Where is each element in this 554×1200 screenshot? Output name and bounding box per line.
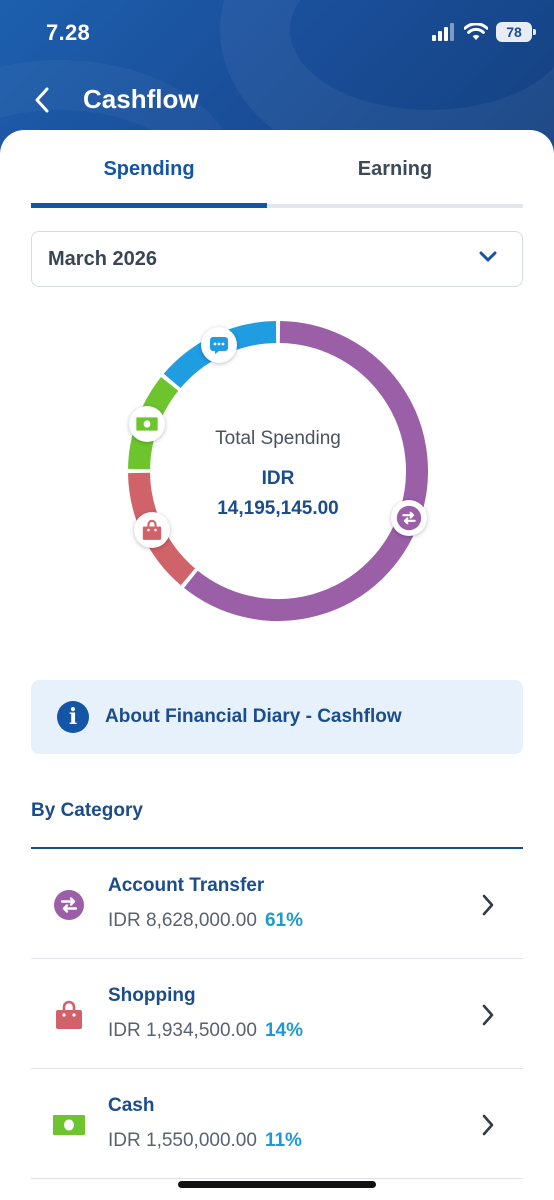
about-cashflow-label: About Financial Diary - Cashflow — [105, 706, 402, 727]
status-time: 7.28 — [46, 20, 91, 45]
chevron-right-icon — [482, 1004, 494, 1026]
category-percent: 61% — [264, 910, 303, 931]
category-row[interactable]: Cash IDR 1,550,000.00 11% — [31, 1069, 523, 1179]
signal-icon — [432, 23, 454, 41]
category-list: Account Transfer IDR 8,628,000.00 61% Sho… — [31, 849, 523, 1179]
cash-icon — [51, 1107, 87, 1143]
page-title: Cashflow — [83, 84, 199, 114]
nav-bar: Cashflow — [0, 72, 554, 128]
category-amount-line: IDR 1,550,000.00 11% — [108, 1130, 302, 1152]
shopping-bag-icon — [51, 997, 87, 1033]
status-bar: 7.28 78 — [0, 0, 554, 66]
section-title: By Category — [31, 800, 143, 821]
tab-earning[interactable]: Earning — [357, 157, 433, 180]
info-icon: i — [57, 701, 89, 733]
category-percent: 11% — [264, 1130, 302, 1151]
category-row[interactable]: Shopping IDR 1,934,500.00 14% — [31, 959, 523, 1069]
total-currency: IDR — [261, 467, 295, 489]
battery-indicator: 78 — [496, 22, 536, 42]
chevron-left-icon — [35, 87, 49, 113]
category-amount-line: IDR 1,934,500.00 14% — [108, 1020, 303, 1042]
cash-icon — [129, 405, 166, 442]
month-dropdown[interactable]: March 2026 — [31, 231, 523, 287]
total-amount: 14,195,145.00 — [217, 497, 339, 519]
tab-spending[interactable]: Spending — [103, 157, 195, 180]
total-spending-label: Total Spending — [215, 427, 341, 449]
content-sheet: Spending Earning March 2026 Total Spendi… — [0, 130, 554, 1200]
status-icons: 78 — [432, 22, 536, 42]
wifi-icon — [464, 23, 488, 40]
category-name: Cash — [108, 1095, 155, 1116]
back-button[interactable] — [26, 80, 58, 120]
home-indicator[interactable] — [178, 1181, 376, 1188]
category-amount: IDR 8,628,000.00 — [108, 910, 257, 931]
tab-active-indicator — [31, 203, 267, 208]
section-divider — [31, 847, 523, 849]
spending-donut-chart: Total Spending IDR 14,195,145.00 — [127, 320, 429, 622]
donut-center: Total Spending IDR 14,195,145.00 — [127, 320, 429, 622]
shopping-bag-icon — [134, 512, 171, 549]
category-amount: IDR 1,550,000.00 — [108, 1130, 257, 1151]
category-name: Account Transfer — [108, 875, 265, 896]
category-percent: 14% — [264, 1020, 303, 1041]
transfer-icon — [51, 887, 87, 923]
tab-bar: Spending Earning — [31, 130, 523, 208]
chevron-right-icon — [482, 1114, 494, 1136]
transfer-icon — [390, 500, 427, 537]
chevron-down-icon — [479, 251, 497, 262]
tab-track — [31, 204, 523, 208]
chevron-right-icon — [482, 894, 494, 916]
chat-bubble-icon — [200, 327, 237, 364]
category-amount-line: IDR 8,628,000.00 61% — [108, 910, 303, 932]
about-cashflow-card[interactable]: i About Financial Diary - Cashflow — [31, 680, 523, 754]
category-amount: IDR 1,934,500.00 — [108, 1020, 257, 1041]
category-name: Shopping — [108, 985, 196, 1006]
month-value: March 2026 — [48, 247, 157, 270]
category-row[interactable]: Account Transfer IDR 8,628,000.00 61% — [31, 849, 523, 959]
